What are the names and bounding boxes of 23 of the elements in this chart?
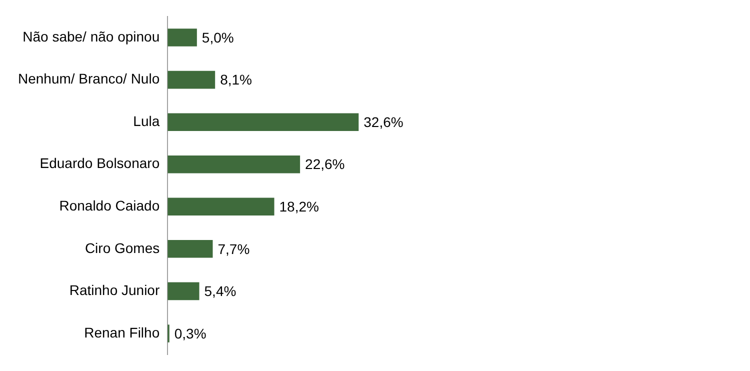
y-tick-label: Renan Filho xyxy=(84,324,160,340)
data-label: 22,6% xyxy=(305,156,345,172)
bar xyxy=(168,282,200,300)
y-tick-label: Eduardo Bolsonaro xyxy=(40,155,160,172)
y-tick-label: Ronaldo Caiado xyxy=(59,197,160,214)
data-label: 7,7% xyxy=(218,240,250,257)
data-label: 32,6% xyxy=(364,114,404,130)
data-label: 5,4% xyxy=(204,283,236,300)
y-tick-label: Não sabe/ não opinou xyxy=(22,28,160,44)
bar xyxy=(168,70,216,89)
y-tick-label: Nenhum/ Branco/ Nulo xyxy=(18,70,160,87)
bar xyxy=(168,28,197,46)
y-tick-label: Ciro Gomes xyxy=(84,240,160,256)
bar xyxy=(168,198,274,216)
bar xyxy=(168,155,300,174)
y-tick-label: Ratinho Junior xyxy=(69,282,160,298)
y-tick-label: Lula xyxy=(133,112,160,129)
data-label: 8,1% xyxy=(220,72,252,88)
data-label: 0,3% xyxy=(174,325,206,342)
bar xyxy=(168,240,213,258)
bar xyxy=(168,113,359,131)
data-label: 18,2% xyxy=(279,198,319,214)
data-label: 5,0% xyxy=(202,29,234,46)
